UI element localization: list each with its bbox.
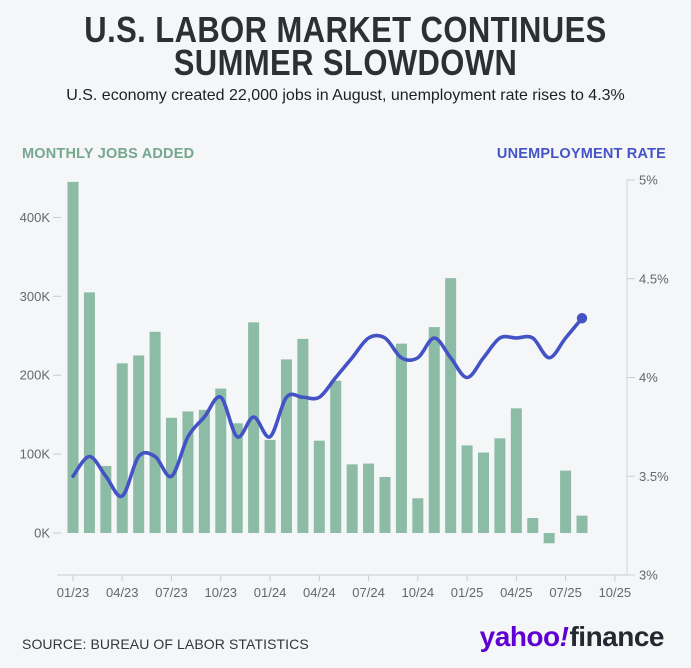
source-note: SOURCE: BUREAU OF LABOR STATISTICS xyxy=(22,636,309,652)
left-axis-tick-label: 0K xyxy=(34,526,50,541)
right-axis-tick-label: 3.5% xyxy=(639,469,669,484)
yahoo-finance-logo: yahoo!finance xyxy=(479,621,665,653)
jobs-added-bar xyxy=(395,343,407,533)
jobs-added-bar xyxy=(83,292,95,534)
jobs-added-bar xyxy=(478,452,489,533)
legend-monthly-jobs-added: MONTHLY JOBS ADDED xyxy=(22,146,195,162)
logo-finance-text: finance xyxy=(569,621,664,652)
unemployment-rate-line xyxy=(71,316,584,499)
x-axis-tick-label: 07/25 xyxy=(549,585,582,600)
jobs-added-bar xyxy=(67,181,79,533)
left-axis-tick-label: 100K xyxy=(20,447,51,462)
title-line-1: U.S. LABOR MARKET CONTINUES xyxy=(84,9,607,50)
jobs-added-bar xyxy=(346,464,358,533)
x-axis-tick-label: 04/23 xyxy=(106,585,139,600)
x-axis-tick-label: 07/23 xyxy=(155,585,188,600)
legend-unemployment-rate: UNEMPLOYMENT RATE xyxy=(496,146,666,162)
jobs-added-bar xyxy=(527,518,539,533)
jobs-added-bar xyxy=(428,327,440,533)
x-axis-tick-label: 07/24 xyxy=(352,585,385,600)
right-axis-tick-label: 4.5% xyxy=(639,271,669,286)
x-axis-tick-label: 04/25 xyxy=(500,585,533,600)
title-line-2: SUMMER SLOWDOWN xyxy=(173,42,518,83)
left-axis-tick-label: 200K xyxy=(20,368,51,383)
jobs-added-bar xyxy=(412,498,424,533)
x-axis-tick-label: 01/25 xyxy=(451,585,484,600)
jobs-added-bar xyxy=(576,515,588,533)
right-axis-tick-label: 3% xyxy=(639,568,658,583)
x-axis-tick-label: 10/23 xyxy=(205,585,238,600)
jobs-added-bar xyxy=(445,278,457,533)
unemployment-rate-end-dot xyxy=(576,313,588,324)
jobs-added-bar xyxy=(198,409,210,533)
jobs-added-bar xyxy=(313,440,325,533)
jobs-added-bar xyxy=(100,465,112,533)
right-axis-tick-label: 4% xyxy=(639,370,658,385)
jobs-added-bar xyxy=(133,355,145,534)
jobs-added-bar xyxy=(264,439,276,533)
jobs-added-bar xyxy=(543,533,555,544)
jobs-added-bar xyxy=(248,322,260,533)
jobs-added-bar xyxy=(379,476,391,533)
jobs-added-bar xyxy=(510,408,522,533)
left-axis-tick-label: 300K xyxy=(20,289,51,304)
x-axis-tick-label: 10/25 xyxy=(599,585,632,600)
jobs-added-bar xyxy=(363,463,375,533)
jobs-added-bar xyxy=(149,331,161,533)
x-axis-tick-label: 10/24 xyxy=(402,585,435,600)
jobs-added-bar xyxy=(297,338,309,533)
right-axis-tick-label: 5% xyxy=(639,173,658,188)
jobs-added-bar xyxy=(280,359,292,533)
subtitle: U.S. economy created 22,000 jobs in Augu… xyxy=(66,87,625,104)
page-title: U.S. LABOR MARKET CONTINUES SUMMER SLOWD… xyxy=(48,9,642,83)
jobs-added-bar xyxy=(330,380,342,533)
x-axis-tick-label: 04/24 xyxy=(303,585,336,600)
jobs-added-bar xyxy=(560,470,572,533)
jobs-added-bar xyxy=(461,445,473,533)
jobs-added-bar xyxy=(231,423,243,533)
jobs-added-bar xyxy=(494,438,506,533)
jobs-added-bar xyxy=(215,388,227,533)
jobs-added-bar xyxy=(182,411,194,533)
x-axis-tick-label: 01/23 xyxy=(57,585,90,600)
left-axis-tick-label: 400K xyxy=(20,210,51,225)
jobs-added-bar xyxy=(116,363,128,534)
logo-yahoo-text: yahoo xyxy=(479,621,560,652)
logo-exclamation: ! xyxy=(559,621,569,652)
x-axis-tick-label: 01/24 xyxy=(254,585,287,600)
